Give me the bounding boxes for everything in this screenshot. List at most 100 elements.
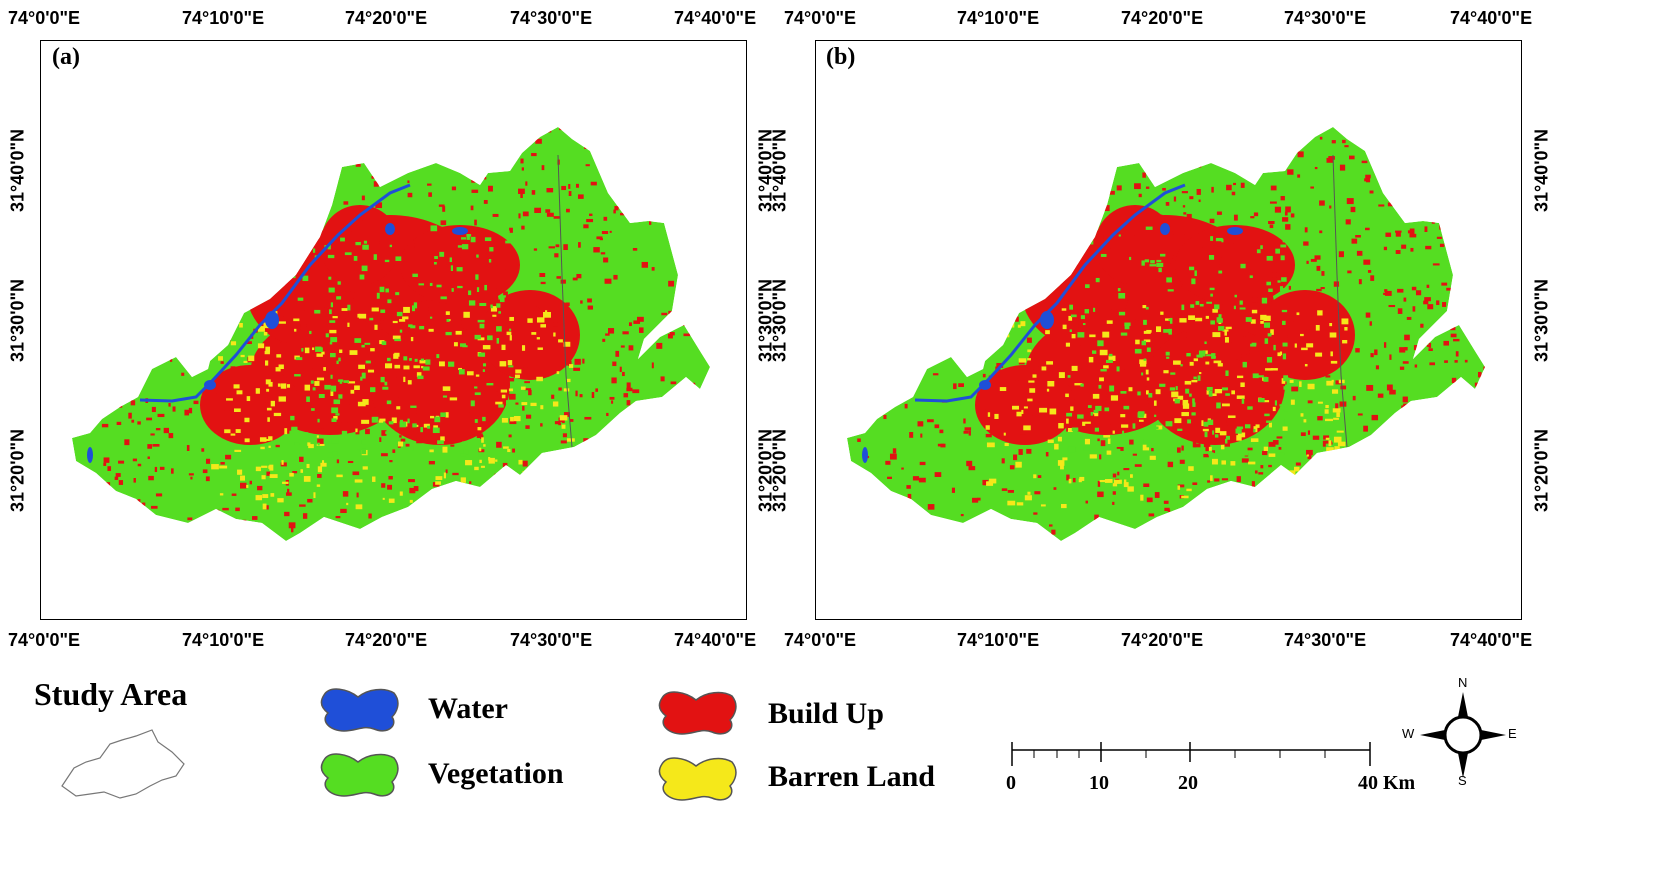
build-up-speck xyxy=(1198,127,1203,133)
build-up-speck xyxy=(1234,417,1240,423)
barren-land-speck xyxy=(329,329,337,334)
build-up-speck xyxy=(1439,224,1446,230)
build-up-speck xyxy=(711,497,717,501)
y-tick-right-b-2: 31°20'0"N xyxy=(1531,428,1552,513)
build-up-speck xyxy=(547,504,554,509)
barren-land-speck xyxy=(1165,318,1171,321)
vegetation-speck xyxy=(474,386,478,389)
build-up-speck xyxy=(124,439,130,446)
build-up-speck xyxy=(1105,130,1109,135)
build-up-speck xyxy=(679,490,687,495)
barren-land-speck xyxy=(211,464,219,470)
vegetation-speck xyxy=(330,352,336,358)
build-up-speck xyxy=(351,231,355,236)
build-up-speck xyxy=(561,419,565,424)
build-up-speck xyxy=(706,308,710,313)
vegetation-speck xyxy=(1166,356,1170,359)
barren-land-speck xyxy=(1300,333,1304,337)
build-up-speck xyxy=(1429,362,1436,366)
vegetation-speck xyxy=(328,276,332,280)
build-up-speck xyxy=(1186,166,1190,171)
build-up-speck xyxy=(299,166,304,170)
build-up-speck xyxy=(651,362,654,369)
vegetation-speck xyxy=(1263,376,1269,382)
build-up-speck xyxy=(219,304,222,308)
build-up-speck xyxy=(304,131,312,138)
barren-land-speck xyxy=(1177,485,1181,490)
vegetation-speck xyxy=(312,387,316,391)
barren-land-speck xyxy=(236,390,243,395)
build-up-speck xyxy=(145,285,150,289)
barren-land-speck xyxy=(1123,482,1129,488)
build-up-speck xyxy=(418,134,422,139)
build-up-speck xyxy=(439,533,443,538)
vegetation-speck xyxy=(1066,412,1073,417)
build-up-speck xyxy=(1331,502,1334,505)
vegetation-speck xyxy=(385,431,391,435)
build-up-speck xyxy=(1154,492,1160,498)
barren-land-speck xyxy=(536,337,540,340)
build-up-speck xyxy=(718,294,724,299)
build-up-speck xyxy=(1112,473,1117,478)
build-up-speck xyxy=(1329,205,1332,209)
build-up-speck xyxy=(474,219,477,226)
build-up-speck xyxy=(1295,462,1301,466)
build-up-speck xyxy=(655,431,661,436)
build-up-speck xyxy=(1375,365,1380,370)
build-up-speck xyxy=(860,171,864,176)
barren-land-speck xyxy=(1327,475,1335,482)
vegetation-speck xyxy=(386,400,392,405)
build-up-speck xyxy=(877,128,882,133)
barren-land-speck xyxy=(1156,425,1163,430)
barren-land-speck xyxy=(495,401,503,405)
build-up-speck xyxy=(1052,140,1059,146)
build-up-speck xyxy=(126,283,132,290)
build-up-speck xyxy=(1033,436,1038,443)
build-up-speck xyxy=(640,157,644,164)
build-up-speck xyxy=(483,348,491,354)
build-up-speck xyxy=(173,171,179,176)
build-up-speck xyxy=(915,154,919,158)
build-up-speck xyxy=(896,243,904,246)
build-up-speck xyxy=(1431,420,1437,426)
barren-land-speck xyxy=(428,328,434,332)
build-up-speck xyxy=(995,283,1000,288)
build-up-speck xyxy=(220,461,225,465)
build-up-speck xyxy=(134,177,138,181)
build-up-speck xyxy=(1196,395,1200,400)
build-up-speck xyxy=(1333,281,1340,287)
build-up-speck xyxy=(661,312,668,316)
barren-land-speck xyxy=(347,381,356,384)
build-up-speck xyxy=(1240,371,1244,376)
barren-land-speck xyxy=(1015,461,1022,468)
build-up-speck xyxy=(908,389,913,393)
vegetation-speck xyxy=(418,283,425,286)
build-up-speck xyxy=(499,139,505,143)
vegetation-speck xyxy=(1159,383,1166,387)
barren-land-speck xyxy=(244,438,250,443)
build-up-speck xyxy=(1495,410,1502,413)
build-up-speck xyxy=(1383,246,1388,251)
build-up-speck xyxy=(76,265,80,271)
barren-land-speck xyxy=(445,412,449,418)
build-up-speck xyxy=(1033,512,1038,515)
build-up-patch xyxy=(1255,290,1355,380)
barren-land-speck xyxy=(520,386,526,390)
build-up-speck xyxy=(987,170,992,174)
build-up-speck xyxy=(499,508,504,515)
build-up-speck xyxy=(934,472,942,477)
build-up-speck xyxy=(508,393,516,400)
build-up-speck xyxy=(276,190,279,194)
build-up-patch xyxy=(1145,325,1285,445)
build-up-speck xyxy=(95,362,102,367)
build-up-speck xyxy=(1447,457,1453,462)
build-up-speck xyxy=(409,346,414,351)
build-up-speck xyxy=(390,290,398,297)
vegetation-speck xyxy=(1277,280,1281,283)
build-up-speck xyxy=(242,523,249,528)
build-up-speck xyxy=(276,238,282,243)
vegetation-speck xyxy=(1145,226,1153,230)
build-up-speck xyxy=(355,246,363,251)
build-up-speck xyxy=(1203,443,1211,448)
build-up-speck xyxy=(73,306,80,311)
